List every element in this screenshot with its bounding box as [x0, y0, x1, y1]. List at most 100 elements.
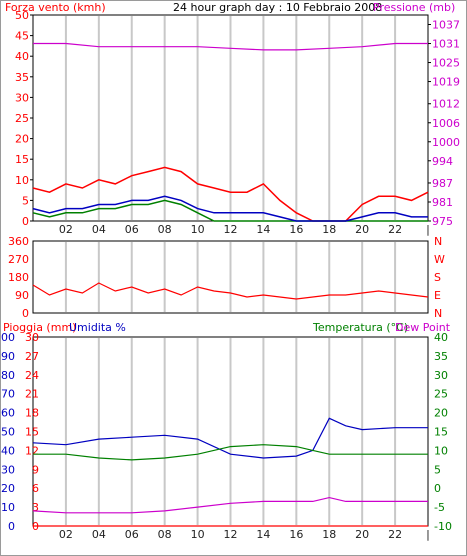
pressure-line	[33, 42, 428, 51]
dew-point-line	[32, 496, 428, 514]
pressure-tick-label: 981	[432, 196, 453, 209]
pressure-tick-label: 994	[432, 155, 453, 168]
temperature-tick-label: 40	[434, 331, 448, 344]
dew-point-axis-label: Dew Point	[395, 321, 451, 334]
humidity-tick-label: 20	[1, 482, 15, 495]
temperature-tick-label: 0	[434, 482, 441, 495]
temperature-tick-label: 5	[434, 463, 441, 476]
wind-tick-label: 15	[15, 153, 29, 166]
wind-green-line	[32, 199, 428, 222]
rain-tick-label: 15	[25, 426, 39, 439]
temperature-tick-label: 30	[434, 369, 448, 382]
x-tick-label-top: 12	[224, 223, 238, 236]
wind-axis-label: Forza vento (kmh)	[5, 1, 106, 14]
wind-tick-label: 20	[15, 133, 29, 146]
wind-tick-label: 35	[15, 71, 29, 84]
temperature-tick-label: 25	[434, 388, 448, 401]
x-tick-label-bottom: 04	[92, 528, 106, 541]
humidity-tick-label: 0	[8, 520, 15, 533]
wind-tick-label: 30	[15, 91, 29, 104]
direction-tick-label: 180	[8, 271, 29, 284]
humidity-tick-label: 10	[1, 501, 15, 514]
direction-tick-label: 360	[8, 235, 29, 248]
humidity-tick-label: 70	[1, 388, 15, 401]
x-tick-label-bottom: 08	[158, 528, 172, 541]
humidity-tick-label: 100	[1, 331, 15, 344]
x-tick-label-top: 10	[191, 223, 205, 236]
direction-tick-label: 90	[15, 289, 29, 302]
rain-tick-label: 3	[32, 501, 39, 514]
x-tick-label-bottom: 18	[322, 528, 336, 541]
wind-tick-label: 25	[15, 112, 29, 125]
rain-axis-label: Pioggia (mm)	[3, 321, 77, 334]
temperature-tick-label: 20	[434, 407, 448, 420]
x-tick-label-top: 04	[92, 223, 106, 236]
direction-tick-label: 270	[8, 253, 29, 266]
temperature-tick-label: 10	[434, 444, 448, 457]
compass-label: N	[434, 235, 442, 248]
x-tick-label-bottom: 20	[355, 528, 369, 541]
temperature-tick-label: 15	[434, 426, 448, 439]
rain-tick-label: 9	[32, 463, 39, 476]
rain-tick-label: 30	[25, 331, 39, 344]
rain-tick-label: 18	[25, 407, 39, 420]
chart-title: 24 hour graph day : 10 Febbraio 2008	[173, 1, 383, 14]
pressure-tick-label: 1019	[432, 76, 460, 89]
x-tick-label-top: 02	[59, 223, 73, 236]
pressure-tick-label: 1012	[432, 98, 460, 111]
humidity-tick-label: 50	[1, 426, 15, 439]
pressure-tick-label: 1037	[432, 19, 460, 32]
wind-tick-label: 40	[15, 50, 29, 63]
rain-tick-label: 21	[25, 388, 39, 401]
wind-avg-line	[32, 195, 428, 222]
compass-label: N	[434, 307, 442, 320]
wind-tick-label: 50	[15, 9, 29, 22]
pressure-tick-label: 1031	[432, 38, 460, 51]
x-tick-label-top: 08	[158, 223, 172, 236]
x-tick-label-top: 16	[289, 223, 303, 236]
temperature-tick-label: -10	[434, 520, 452, 533]
x-tick-label-bottom: 12	[224, 528, 238, 541]
x-tick-label-bottom: 22	[388, 528, 402, 541]
x-tick-label-bottom: 10	[191, 528, 205, 541]
rain-tick-label: 27	[25, 350, 39, 363]
humidity-tick-label: 30	[1, 463, 15, 476]
humidity-line	[32, 417, 428, 459]
x-tick-label-top: 22	[388, 223, 402, 236]
temperature-tick-label: -5	[434, 501, 445, 514]
compass-label: E	[434, 289, 441, 302]
x-tick-label-bottom: |	[426, 528, 430, 541]
pressure-tick-label: 1006	[432, 117, 460, 130]
x-tick-label-top: 20	[355, 223, 369, 236]
humidity-tick-label: 90	[1, 350, 15, 363]
humidity-tick-label: 40	[1, 444, 15, 457]
x-tick-label-bottom: 02	[59, 528, 73, 541]
compass-label: S	[434, 271, 441, 284]
x-tick-label-bottom: 14	[256, 528, 270, 541]
humidity-axis-label: Umidita %	[69, 321, 126, 334]
pressure-axis-label: Pressione (mb)	[373, 1, 456, 14]
pressure-tick-label: 1000	[432, 136, 460, 149]
x-tick-label-top: 14	[256, 223, 270, 236]
x-tick-label-top: 06	[125, 223, 139, 236]
x-tick-label-bottom: 16	[289, 528, 303, 541]
pressure-tick-label: 987	[432, 177, 453, 190]
humidity-tick-label: 80	[1, 369, 15, 382]
wind-tick-label: 45	[15, 30, 29, 43]
x-tick-label-top: 18	[322, 223, 336, 236]
pressure-tick-label: 1025	[432, 57, 460, 70]
wind-tick-label: 5	[22, 194, 29, 207]
temperature-line	[33, 444, 428, 461]
temperature-tick-label: 35	[434, 350, 448, 363]
x-tick-label-bottom: 06	[125, 528, 139, 541]
rain-tick-label: 6	[32, 482, 39, 495]
direction-tick-label: 0	[22, 307, 29, 320]
temperature-axis-label: Temperatura (°C)	[313, 321, 409, 334]
wind-tick-label: 10	[15, 174, 29, 187]
wind-tick-label: 0	[22, 215, 29, 228]
pressure-tick-label: 975	[432, 215, 453, 228]
wind-gust-line	[32, 166, 429, 222]
rain-tick-label: 24	[25, 369, 39, 382]
